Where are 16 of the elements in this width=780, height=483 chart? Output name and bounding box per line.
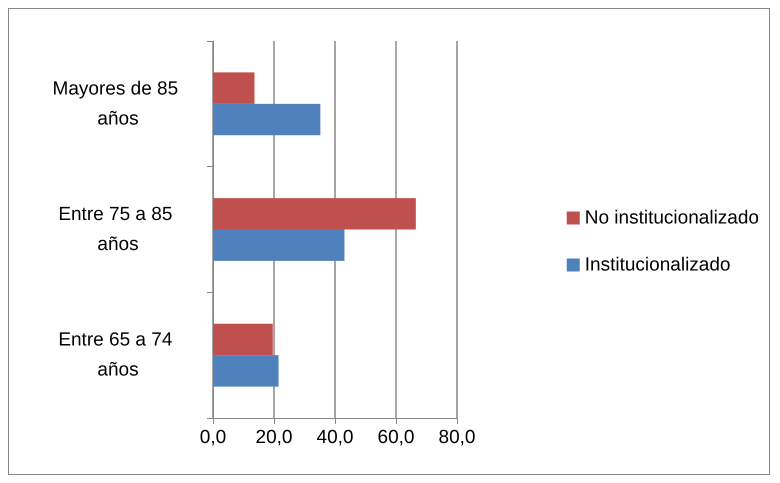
bar <box>213 324 273 356</box>
bar <box>213 355 279 387</box>
bar <box>213 72 254 104</box>
x-tick-label: 80,0 <box>438 427 476 448</box>
x-tick-label: 20,0 <box>256 427 292 448</box>
y-tick-label: Entre 75 a 85 años <box>58 204 178 255</box>
x-tick-label: 0,0 <box>200 427 226 448</box>
legend-label: No institucionalizado <box>584 208 759 228</box>
y-tick-label: Mayores de 85 años <box>52 78 184 130</box>
y-tick-label: Entre 65 a 74 años <box>58 330 178 381</box>
x-tick-label: 40,0 <box>316 427 354 448</box>
legend-label: Institucionalizado <box>584 254 730 276</box>
x-tick-label: 60,0 <box>378 427 414 448</box>
bar <box>213 230 344 261</box>
bar <box>213 104 320 136</box>
bar <box>213 198 416 230</box>
